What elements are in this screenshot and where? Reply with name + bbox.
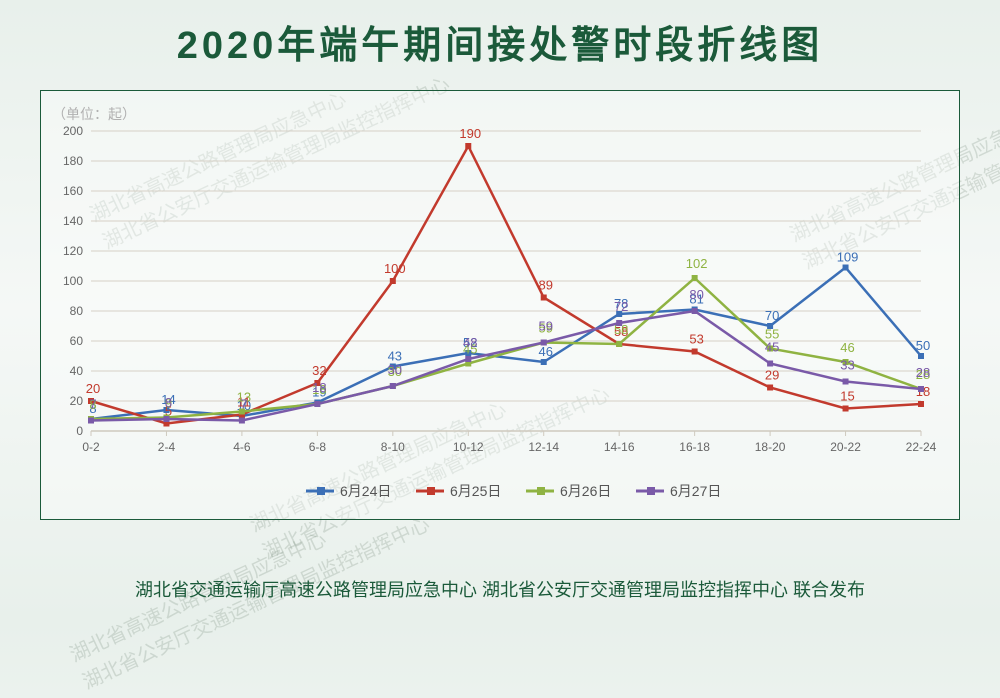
- svg-text:6月27日: 6月27日: [670, 483, 721, 499]
- svg-text:33: 33: [840, 358, 854, 373]
- svg-text:22-24: 22-24: [906, 440, 937, 454]
- svg-text:20: 20: [86, 381, 100, 396]
- svg-text:46: 46: [538, 344, 552, 359]
- svg-text:180: 180: [63, 154, 83, 168]
- svg-text:100: 100: [63, 274, 83, 288]
- svg-text:45: 45: [765, 340, 779, 355]
- svg-text:109: 109: [837, 250, 859, 265]
- svg-text:80: 80: [689, 287, 703, 302]
- svg-text:6月26日: 6月26日: [560, 483, 611, 499]
- svg-text:72: 72: [614, 299, 628, 314]
- svg-text:18-20: 18-20: [755, 440, 786, 454]
- svg-text:46: 46: [840, 340, 854, 355]
- line-chart: 0204060801001201401601802000-22-44-66-88…: [41, 91, 961, 521]
- svg-text:8-10: 8-10: [381, 440, 405, 454]
- svg-text:4-6: 4-6: [233, 440, 251, 454]
- svg-text:20: 20: [70, 394, 84, 408]
- svg-text:89: 89: [538, 278, 552, 293]
- svg-text:102: 102: [686, 256, 708, 271]
- svg-text:18: 18: [312, 380, 326, 395]
- svg-text:140: 140: [63, 214, 83, 228]
- svg-text:190: 190: [459, 126, 481, 141]
- chart-frame: 0204060801001201401601802000-22-44-66-88…: [40, 90, 960, 520]
- svg-text:29: 29: [765, 368, 779, 383]
- svg-text:30: 30: [388, 362, 402, 377]
- svg-text:70: 70: [765, 308, 779, 323]
- svg-text:200: 200: [63, 124, 83, 138]
- svg-text:6月24日: 6月24日: [340, 483, 391, 499]
- svg-text:14-16: 14-16: [604, 440, 635, 454]
- chart-title: 2020年端午期间接处警时段折线图: [0, 0, 1000, 69]
- svg-text:40: 40: [70, 364, 84, 378]
- svg-text:16-18: 16-18: [679, 440, 710, 454]
- svg-text:6月25日: 6月25日: [450, 483, 501, 499]
- svg-text:7: 7: [89, 397, 96, 412]
- svg-text:50: 50: [916, 338, 930, 353]
- svg-text:0-2: 0-2: [82, 440, 100, 454]
- svg-text:28: 28: [916, 365, 930, 380]
- svg-text:8: 8: [165, 395, 172, 410]
- svg-text:15: 15: [840, 389, 854, 404]
- svg-text:120: 120: [63, 244, 83, 258]
- svg-text:59: 59: [538, 319, 552, 334]
- svg-text:12-14: 12-14: [528, 440, 559, 454]
- svg-text:60: 60: [70, 334, 84, 348]
- svg-text:6-8: 6-8: [309, 440, 327, 454]
- svg-text:53: 53: [689, 332, 703, 347]
- svg-text:100: 100: [384, 261, 406, 276]
- svg-text:20-22: 20-22: [830, 440, 861, 454]
- footer-text: 湖北省交通运输厅高速公路管理局应急中心 湖北省公安厅交通管理局监控指挥中心 联合…: [0, 576, 1000, 602]
- svg-text:10-12: 10-12: [453, 440, 484, 454]
- svg-text:160: 160: [63, 184, 83, 198]
- svg-text:48: 48: [463, 335, 477, 350]
- svg-text:80: 80: [70, 304, 84, 318]
- svg-text:7: 7: [240, 397, 247, 412]
- svg-text:32: 32: [312, 363, 326, 378]
- svg-text:2-4: 2-4: [158, 440, 176, 454]
- svg-text:0: 0: [76, 424, 83, 438]
